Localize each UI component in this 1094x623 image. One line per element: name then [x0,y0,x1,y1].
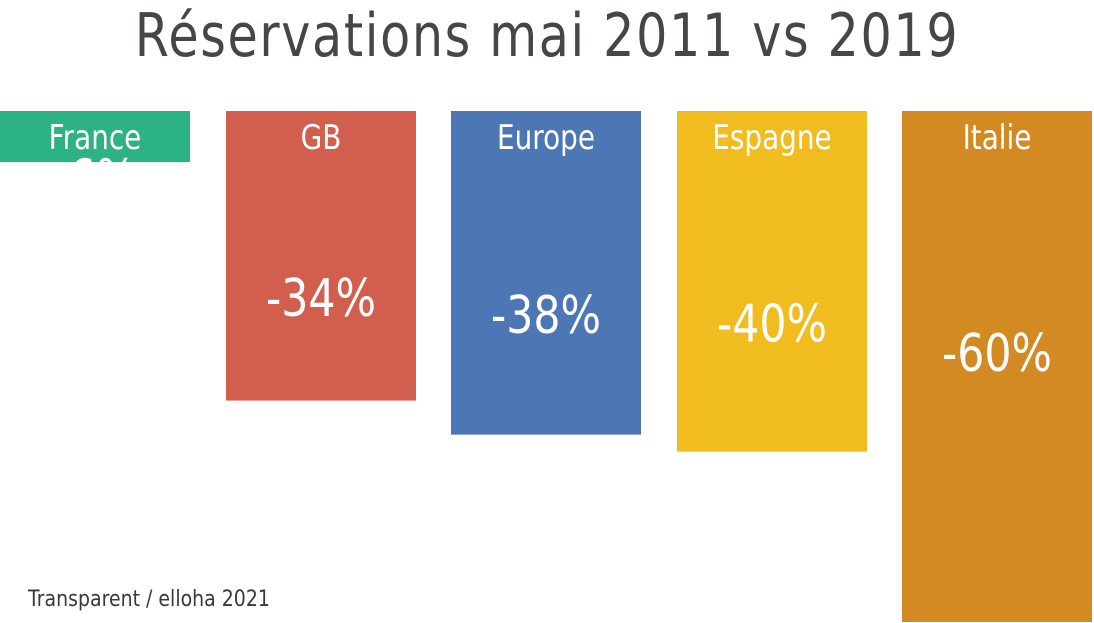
value-label: -34% [266,269,376,329]
category-label: Espagne [712,118,831,157]
bar-italie [902,111,1092,622]
category-label: GB [301,118,342,157]
value-label: -60% [942,324,1052,384]
value-label: -40% [717,294,827,354]
chart-title: Réservations mai 2011 vs 2019 [134,1,960,71]
bar-europe [451,111,641,435]
category-label: France [49,118,142,157]
bar-france [0,111,190,163]
value-label: -6% [53,150,136,210]
source-note: Transparent / elloha 2021 [28,587,270,612]
value-label: -38% [491,286,601,346]
bar-espagne [677,111,867,452]
category-label: Italie [963,118,1032,157]
bar-gb [226,111,416,401]
category-label: Europe [497,118,595,157]
